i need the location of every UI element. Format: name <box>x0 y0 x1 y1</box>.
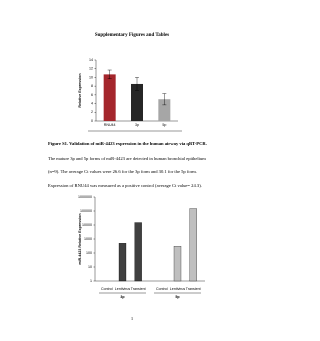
group-label: 3p <box>120 295 125 299</box>
y-axis-label: Relative Expression <box>78 73 82 107</box>
y-tick-label: 100 <box>86 251 92 255</box>
background <box>0 0 264 341</box>
bar <box>118 243 127 282</box>
x-tick-label: Lentivirus <box>115 287 131 291</box>
bar <box>134 222 142 282</box>
page: Supplementary Figures and Tables Figure … <box>0 0 264 341</box>
y-tick-label: 4 <box>91 102 93 106</box>
page-number: 1 <box>131 316 134 321</box>
y-tick-label: 8 <box>91 84 93 88</box>
x-tick-label: 5p <box>162 123 166 127</box>
y-axis-label: miR-4423 Relative Expression <box>78 213 82 264</box>
bar <box>189 208 197 282</box>
x-tick-label: Control <box>101 287 113 291</box>
error-bar <box>162 93 167 106</box>
x-tick-label: RNU44 <box>104 123 116 127</box>
paragraph-line: (n=9). The average Ct values were 26.6 f… <box>48 169 197 174</box>
y-tick-label: 2 <box>91 110 93 114</box>
x-tick-label: Transient <box>186 287 201 291</box>
y-tick-label: 100000 <box>80 209 92 213</box>
page-title: Supplementary Figures and Tables <box>95 33 169 38</box>
bar <box>158 99 171 121</box>
group-label: 5p <box>175 295 180 299</box>
paragraph-line: Expression of RNU44 was measured as a po… <box>48 183 202 188</box>
bar <box>173 246 182 282</box>
x-tick-label: 3p <box>135 123 139 127</box>
y-tick-label: 12 <box>89 67 93 71</box>
y-tick-label: 6 <box>91 93 93 97</box>
y-tick-label: 0 <box>91 119 93 123</box>
x-tick-label: Lentivirus <box>170 287 186 291</box>
caption: Figure S1. Validation of miR-4423 expres… <box>48 141 207 146</box>
x-tick-label: Transient <box>131 287 146 291</box>
y-tick-label: 10 <box>88 265 92 269</box>
error-bar <box>107 69 112 79</box>
bar <box>103 74 116 121</box>
y-tick-label: 10 <box>89 75 93 79</box>
y-tick-label: 1000 <box>84 237 92 241</box>
error-bar <box>135 77 139 91</box>
y-tick-label: 1 <box>90 279 92 283</box>
y-tick-label: 14 <box>89 58 93 62</box>
y-tick-label: 1000000 <box>78 195 92 199</box>
paragraph-line: The mature 3p and 5p forms of miR-4423 a… <box>48 156 206 161</box>
bar <box>131 83 143 121</box>
y-tick-label: 10000 <box>82 223 92 227</box>
x-tick-label: Control <box>156 287 168 291</box>
